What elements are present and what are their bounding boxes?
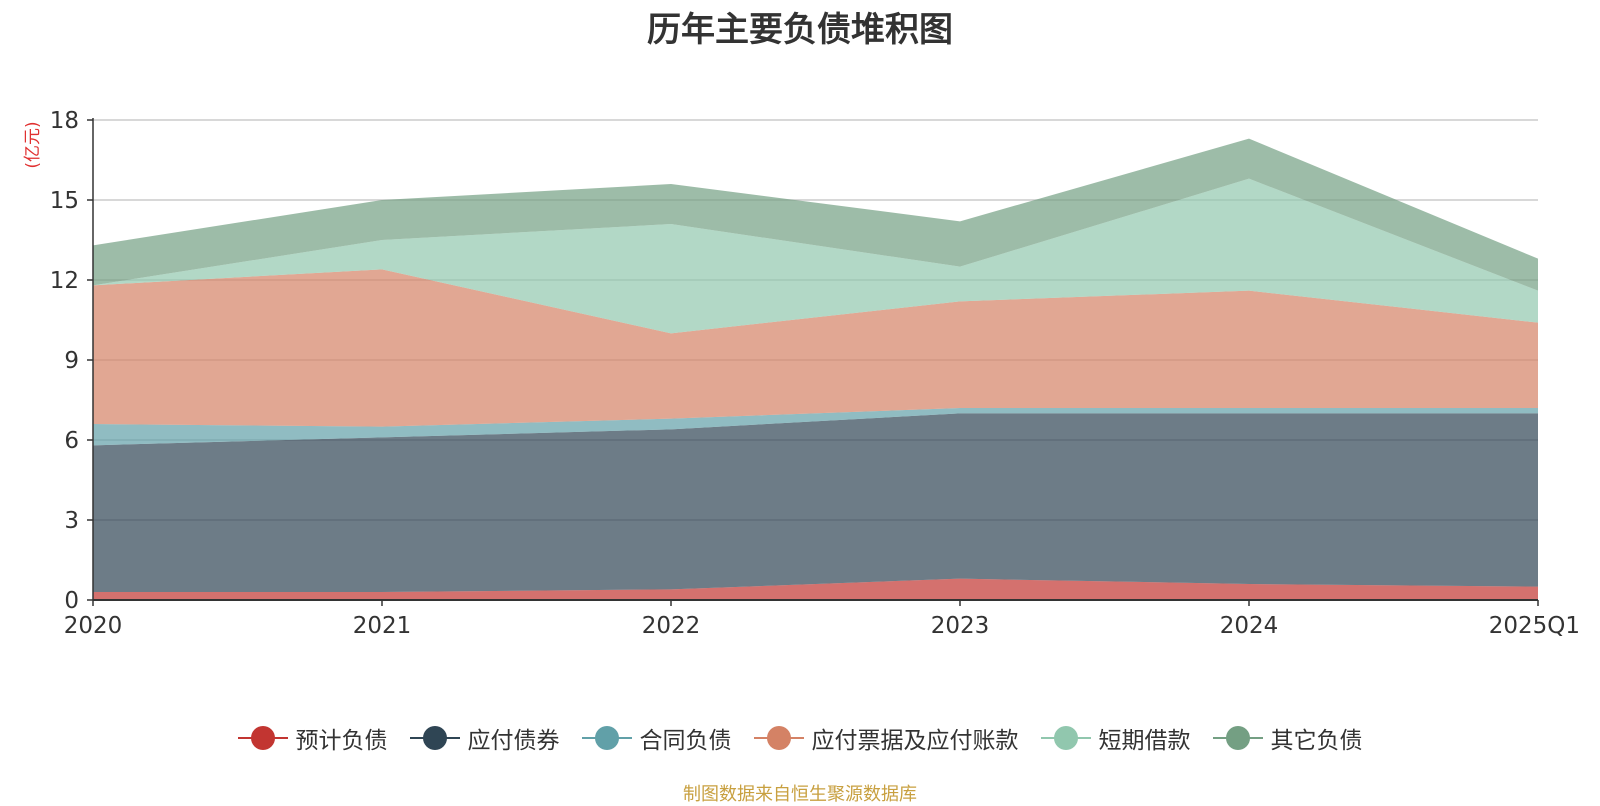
legend-item[interactable]: 预计负债 <box>237 721 388 755</box>
legend-marker-icon <box>237 726 288 750</box>
area-series-0 <box>93 578 1538 600</box>
y-axis-unit-label: (亿元) <box>23 121 43 168</box>
legend-marker-icon <box>1040 726 1091 750</box>
x-tick-label: 2020 <box>64 613 123 639</box>
chart-plot: 0 3 6 9 12 15 18 2020 2021 2022 2023 2024 2025Q1 (亿元… <box>23 108 1580 639</box>
y-tick-label: 12 <box>50 268 79 294</box>
axes: 0 3 6 9 12 15 18 2020 2021 2022 2023 2024 2025Q1 <box>50 108 1580 639</box>
y-tick-label: 18 <box>50 108 79 134</box>
area-series-4 <box>93 178 1538 334</box>
y-tick-label: 9 <box>64 348 79 374</box>
y-tick-label: 3 <box>64 508 79 534</box>
legend-item[interactable]: 短期借款 <box>1040 721 1191 755</box>
legend-label: 应付债券 <box>467 728 560 754</box>
legend-marker-icon <box>409 726 460 750</box>
stacked-areas <box>93 138 1538 600</box>
chart-legend: 预计负债 应付债券 合同负债 应付票据及应付账款 短期借款 其它负债 <box>0 718 1600 758</box>
legend-item[interactable]: 应付债券 <box>409 721 560 755</box>
area-series-1 <box>93 413 1538 592</box>
legend-label: 应付票据及应付账款 <box>811 728 1019 754</box>
legend-label: 其它负债 <box>1270 728 1363 754</box>
area-series-5 <box>93 138 1538 291</box>
x-tick-label: 2025Q1 <box>1489 613 1580 639</box>
legend-item[interactable]: 合同负债 <box>581 721 732 755</box>
area-series-2 <box>93 408 1538 446</box>
legend-marker-icon <box>1212 726 1263 750</box>
x-tick-label: 2023 <box>931 613 990 639</box>
legend-item[interactable]: 应付票据及应付账款 <box>753 721 1019 755</box>
legend-marker-icon <box>753 726 804 750</box>
source-note: 制图数据来自恒生聚源数据库 <box>683 784 917 805</box>
legend-label: 预计负债 <box>295 728 388 754</box>
y-tick-label: 0 <box>64 588 79 614</box>
x-tick-label: 2021 <box>353 613 412 639</box>
x-tick-label: 2024 <box>1220 613 1279 639</box>
y-tick-label: 6 <box>64 428 79 454</box>
legend-marker-icon <box>581 726 632 750</box>
legend-label: 合同负债 <box>639 728 732 754</box>
x-tick-label: 2022 <box>642 613 701 639</box>
y-tick-label: 15 <box>50 188 79 214</box>
area-series-3 <box>93 269 1538 427</box>
legend-item[interactable]: 其它负债 <box>1212 721 1363 755</box>
legend-label: 短期借款 <box>1098 728 1191 754</box>
chart-title: 历年主要负债堆积图 <box>647 10 953 50</box>
